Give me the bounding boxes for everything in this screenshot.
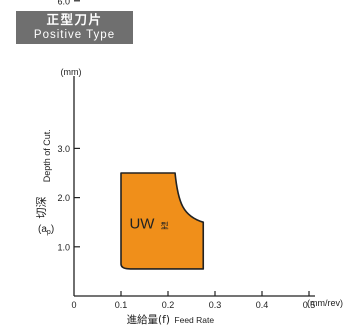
- x-tick-label: 0.5: [303, 300, 316, 310]
- x-axis-label: 進給量(f) Feed Rate: [127, 310, 215, 327]
- uw-region-name: UW: [129, 216, 155, 233]
- x-tick-label: 0.1: [115, 300, 128, 310]
- uw-region-label: UW 型: [129, 216, 168, 233]
- y-axis-symbol: (ap): [38, 224, 54, 236]
- x-unit-label: (mm/rev): [307, 298, 343, 308]
- badge-title-zh: 正型刀片: [46, 12, 103, 27]
- axes: [73, 76, 315, 297]
- uw-region-suffix: 型: [161, 222, 169, 231]
- y-axis-label-zh: 切深: [35, 196, 48, 218]
- y-tick-label: 2.0: [57, 193, 70, 203]
- x-tick-label: 0: [71, 300, 76, 310]
- y-axis-label-en: Depth of Cut.: [42, 129, 52, 182]
- ticks: 0 0.1 0.2 0.3 0.4 0.5 1.0 2.0 3.0 6.0: [57, 0, 315, 310]
- y-tick-label: 3.0: [57, 144, 70, 154]
- y-tick-label: 1.0: [57, 242, 70, 252]
- uw-region: [120, 172, 205, 270]
- x-tick-label: 0.3: [209, 300, 222, 310]
- insert-type-badge: 正型刀片 Positive Type: [16, 11, 133, 44]
- y-tick-label: 6.0: [57, 0, 70, 6]
- x-axis-label-zh: 進給量(f): [127, 313, 170, 326]
- y-unit-label: (mm): [61, 67, 82, 77]
- x-tick-label: 0.2: [162, 300, 175, 310]
- x-tick-label: 0.4: [256, 300, 269, 310]
- x-axis-label-en: Feed Rate: [174, 315, 214, 325]
- badge-title-en: Positive Type: [33, 29, 116, 41]
